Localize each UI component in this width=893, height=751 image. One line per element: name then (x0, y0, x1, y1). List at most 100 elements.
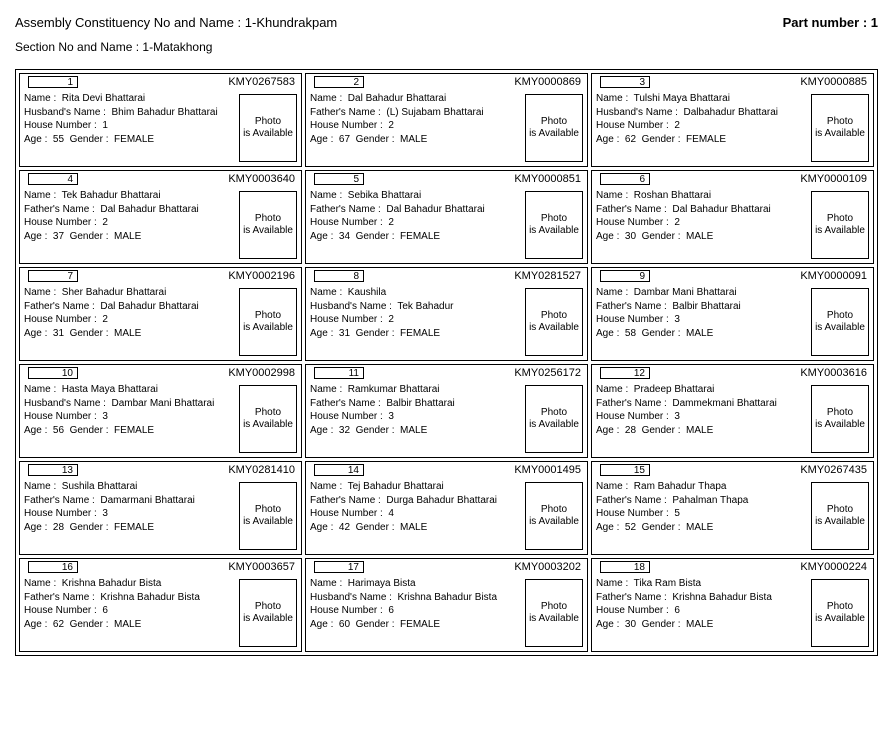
assembly-label: Assembly Constituency No and Name : 1-Kh… (15, 15, 337, 30)
serial-number: 16 (28, 561, 78, 573)
serial-number: 12 (600, 367, 650, 379)
age-gender-line: Age : 37 Gender : MALE (24, 230, 235, 244)
serial-number: 18 (600, 561, 650, 573)
name-line: Name : Harimaya Bista (310, 577, 521, 591)
epic-number: KMY0003616 (800, 367, 867, 379)
epic-number: KMY0267583 (228, 76, 295, 88)
voter-details: Name : Sebika BhattaraiFather's Name : D… (310, 189, 525, 259)
voter-card: 5KMY0000851Name : Sebika BhattaraiFather… (305, 170, 588, 264)
relation-line: Father's Name : Dal Bahadur Bhattarai (24, 300, 235, 314)
photo-placeholder: Photois Available (811, 94, 869, 162)
epic-number: KMY0256172 (514, 367, 581, 379)
voter-details: Name : Dal Bahadur BhattaraiFather's Nam… (310, 92, 525, 162)
name-line: Name : Roshan Bhattarai (596, 189, 807, 203)
name-line: Name : Ram Bahadur Thapa (596, 480, 807, 494)
age-gender-line: Age : 28 Gender : FEMALE (24, 521, 235, 535)
house-line: House Number : 2 (596, 119, 807, 133)
serial-number: 1 (28, 76, 78, 88)
serial-number: 17 (314, 561, 364, 573)
header-row: Assembly Constituency No and Name : 1-Kh… (15, 15, 878, 30)
epic-number: KMY0003657 (228, 561, 295, 573)
house-line: House Number : 6 (24, 604, 235, 618)
name-line: Name : Dambar Mani Bhattarai (596, 286, 807, 300)
age-gender-line: Age : 31 Gender : FEMALE (310, 327, 521, 341)
voter-card: 1KMY0267583Name : Rita Devi BhattaraiHus… (19, 73, 302, 167)
serial-number: 11 (314, 367, 364, 379)
voter-details: Name : Dambar Mani BhattaraiFather's Nam… (596, 286, 811, 356)
serial-number: 9 (600, 270, 650, 282)
relation-line: Father's Name : Dammekmani Bhattarai (596, 397, 807, 411)
name-line: Name : Tek Bahadur Bhattarai (24, 189, 235, 203)
relation-line: Father's Name : Balbir Bhattarai (596, 300, 807, 314)
voter-card: 4KMY0003640Name : Tek Bahadur BhattaraiF… (19, 170, 302, 264)
age-gender-line: Age : 30 Gender : MALE (596, 230, 807, 244)
epic-number: KMY0267435 (800, 464, 867, 476)
voter-details: Name : Tek Bahadur BhattaraiFather's Nam… (24, 189, 239, 259)
age-gender-line: Age : 52 Gender : MALE (596, 521, 807, 535)
serial-number: 2 (314, 76, 364, 88)
epic-number: KMY0003202 (514, 561, 581, 573)
voter-details: Name : Tej Bahadur BhattaraiFather's Nam… (310, 480, 525, 550)
house-line: House Number : 3 (596, 410, 807, 424)
epic-number: KMY0001495 (514, 464, 581, 476)
name-line: Name : Dal Bahadur Bhattarai (310, 92, 521, 106)
voter-details: Name : Ram Bahadur ThapaFather's Name : … (596, 480, 811, 550)
photo-placeholder: Photois Available (811, 385, 869, 453)
epic-number: KMY0002196 (228, 270, 295, 282)
voter-details: Name : Tulshi Maya BhattaraiHusband's Na… (596, 92, 811, 162)
voter-details: Name : Tika Ram BistaFather's Name : Kri… (596, 577, 811, 647)
part-number-label: Part number : 1 (783, 15, 878, 30)
serial-number: 13 (28, 464, 78, 476)
epic-number: KMY0003640 (228, 173, 295, 185)
house-line: House Number : 4 (310, 507, 521, 521)
photo-placeholder: Photois Available (525, 191, 583, 259)
photo-placeholder: Photois Available (525, 288, 583, 356)
voter-card: 9KMY0000091Name : Dambar Mani BhattaraiF… (591, 267, 874, 361)
photo-placeholder: Photois Available (239, 191, 297, 259)
photo-placeholder: Photois Available (239, 288, 297, 356)
voter-details: Name : KaushilaHusband's Name : Tek Baha… (310, 286, 525, 356)
relation-line: Father's Name : Dal Bahadur Bhattarai (596, 203, 807, 217)
section-label: Section No and Name : 1-Matakhong (15, 40, 878, 54)
relation-line: Father's Name : Damarmani Bhattarai (24, 494, 235, 508)
voter-card: 14 KMY0001495 Name : Tej Bahadur Bhattarai… (305, 461, 588, 555)
photo-placeholder: Photois Available (239, 385, 297, 453)
house-line: House Number : 3 (24, 410, 235, 424)
serial-number: 14 (314, 464, 364, 476)
age-gender-line: Age : 34 Gender : FEMALE (310, 230, 521, 244)
epic-number: KMY0000851 (514, 173, 581, 185)
epic-number: KMY0000224 (800, 561, 867, 573)
voter-card: 6KMY0000109Name : Roshan BhattaraiFather… (591, 170, 874, 264)
photo-placeholder: Photois Available (811, 191, 869, 259)
name-line: Name : Sher Bahadur Bhattarai (24, 286, 235, 300)
voter-details: Name : Hasta Maya BhattaraiHusband's Nam… (24, 383, 239, 453)
voter-card: 18 KMY0000224 Name : Tika Ram BistaFather'… (591, 558, 874, 652)
relation-line: Father's Name : Krishna Bahadur Bista (596, 591, 807, 605)
voter-card: 11 KMY0256172 Name : Ramkumar BhattaraiFat… (305, 364, 588, 458)
voter-details: Name : Sher Bahadur BhattaraiFather's Na… (24, 286, 239, 356)
photo-placeholder: Photois Available (239, 94, 297, 162)
house-line: House Number : 6 (596, 604, 807, 618)
name-line: Name : Krishna Bahadur Bista (24, 577, 235, 591)
house-line: House Number : 3 (310, 410, 521, 424)
voter-details: Name : Harimaya BistaHusband's Name : Kr… (310, 577, 525, 647)
age-gender-line: Age : 60 Gender : FEMALE (310, 618, 521, 632)
serial-number: 3 (600, 76, 650, 88)
age-gender-line: Age : 62 Gender : MALE (24, 618, 235, 632)
voter-details: Name : Ramkumar BhattaraiFather's Name :… (310, 383, 525, 453)
name-line: Name : Tika Ram Bista (596, 577, 807, 591)
serial-number: 7 (28, 270, 78, 282)
house-line: House Number : 5 (596, 507, 807, 521)
relation-line: Father's Name : Krishna Bahadur Bista (24, 591, 235, 605)
photo-placeholder: Photois Available (811, 288, 869, 356)
age-gender-line: Age : 28 Gender : MALE (596, 424, 807, 438)
relation-line: Husband's Name : Dambar Mani Bhattarai (24, 397, 235, 411)
photo-placeholder: Photois Available (811, 482, 869, 550)
name-line: Name : Kaushila (310, 286, 521, 300)
epic-number: KMY0000885 (800, 76, 867, 88)
age-gender-line: Age : 58 Gender : MALE (596, 327, 807, 341)
house-line: House Number : 3 (24, 507, 235, 521)
voter-card: 16 KMY0003657 Name : Krishna Bahadur Bista… (19, 558, 302, 652)
photo-placeholder: Photois Available (811, 579, 869, 647)
house-line: House Number : 2 (596, 216, 807, 230)
